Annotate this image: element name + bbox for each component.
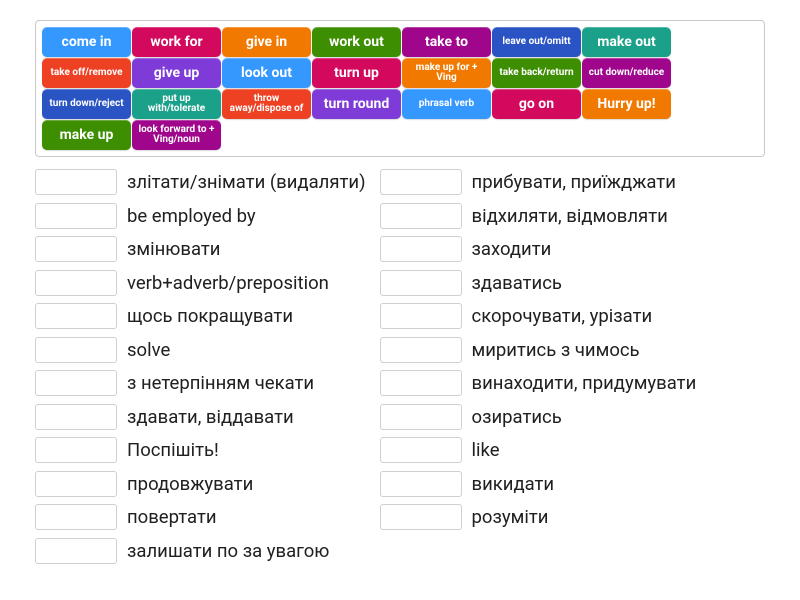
drop-target[interactable] xyxy=(380,471,462,497)
answer-row: solve xyxy=(35,337,366,363)
answer-label: змінювати xyxy=(127,238,220,260)
answer-label: Поспішіть! xyxy=(127,439,219,461)
drop-target[interactable] xyxy=(380,504,462,530)
word-tile[interactable]: go on xyxy=(492,89,581,119)
answer-label: розуміти xyxy=(472,506,549,528)
answer-row: винаходити, придумувати xyxy=(380,370,697,396)
answer-row: заходити xyxy=(380,236,697,262)
answer-label: щось покращувати xyxy=(127,305,293,327)
drop-target[interactable] xyxy=(380,169,462,195)
drop-target[interactable] xyxy=(35,370,117,396)
word-tile[interactable]: come in xyxy=(42,27,131,57)
drop-target[interactable] xyxy=(35,169,117,195)
drop-target[interactable] xyxy=(380,303,462,329)
word-tile[interactable]: look forward to + Ving/noun xyxy=(132,120,221,150)
answer-label: викидати xyxy=(472,473,555,495)
word-tile[interactable]: turn up xyxy=(312,58,401,88)
drop-target[interactable] xyxy=(35,270,117,296)
answer-label: миритись з чимось xyxy=(472,339,640,361)
answer-label: винаходити, придумувати xyxy=(472,372,697,394)
answer-label: озиратись xyxy=(472,406,562,428)
drop-target[interactable] xyxy=(380,236,462,262)
answer-row: скорочувати, урізати xyxy=(380,303,697,329)
word-tile[interactable]: work out xyxy=(312,27,401,57)
drop-target[interactable] xyxy=(380,404,462,430)
answer-row: щось покращувати xyxy=(35,303,366,329)
word-tile[interactable]: leave out/omitt xyxy=(492,27,581,57)
word-tile[interactable]: phrasal verb xyxy=(402,89,491,119)
word-tile[interactable]: make out xyxy=(582,27,671,57)
answer-label: здавати, віддавати xyxy=(127,406,294,428)
drop-target[interactable] xyxy=(35,236,117,262)
drop-target[interactable] xyxy=(380,370,462,396)
answer-row: like xyxy=(380,437,697,463)
word-tile[interactable]: work for xyxy=(132,27,221,57)
answers-area: злітати/знімати (видаляти) be employed by… xyxy=(35,169,765,564)
drop-target[interactable] xyxy=(35,471,117,497)
answer-label: solve xyxy=(127,339,170,361)
answer-row: verb+adverb/preposition xyxy=(35,270,366,296)
answer-row: здаватись xyxy=(380,270,697,296)
tile-tray: come inwork forgive inwork outtake tolea… xyxy=(35,20,765,157)
answer-row: змінювати xyxy=(35,236,366,262)
word-tile[interactable]: take to xyxy=(402,27,491,57)
word-tile[interactable]: Hurry up! xyxy=(582,89,671,119)
word-tile[interactable]: make up xyxy=(42,120,131,150)
drop-target[interactable] xyxy=(380,437,462,463)
answer-row: викидати xyxy=(380,471,697,497)
drop-target[interactable] xyxy=(35,404,117,430)
answer-label: прибувати, приїжджати xyxy=(472,171,676,193)
answer-row: відхиляти, відмовляти xyxy=(380,203,697,229)
word-tile[interactable]: throw away/dispose of xyxy=(222,89,311,119)
word-tile[interactable]: cut down/reduce xyxy=(582,58,671,88)
answer-label: продовжувати xyxy=(127,473,253,495)
drop-target[interactable] xyxy=(380,337,462,363)
answer-label: verb+adverb/preposition xyxy=(127,272,329,294)
answer-row: озиратись xyxy=(380,404,697,430)
drop-target[interactable] xyxy=(380,270,462,296)
answer-label: здаватись xyxy=(472,272,562,294)
answer-label: повертати xyxy=(127,506,217,528)
answer-row: прибувати, приїжджати xyxy=(380,169,697,195)
word-tile[interactable]: make up for + Ving xyxy=(402,58,491,88)
answer-row: злітати/знімати (видаляти) xyxy=(35,169,366,195)
drop-target[interactable] xyxy=(35,437,117,463)
answer-row: здавати, віддавати xyxy=(35,404,366,430)
drop-target[interactable] xyxy=(35,504,117,530)
answer-row: розуміти xyxy=(380,504,697,530)
answer-row: повертати xyxy=(35,504,366,530)
answer-label: залишати по за увагою xyxy=(127,540,329,562)
answer-label: скорочувати, урізати xyxy=(472,305,653,327)
drop-target[interactable] xyxy=(35,538,117,564)
answer-row: залишати по за увагою xyxy=(35,538,366,564)
answer-label: заходити xyxy=(472,238,552,260)
answer-row: be employed by xyxy=(35,203,366,229)
left-column: злітати/знімати (видаляти) be employed by… xyxy=(35,169,366,564)
answer-label: з нетерпінням чекати xyxy=(127,372,314,394)
word-tile[interactable]: look out xyxy=(222,58,311,88)
answer-row: продовжувати xyxy=(35,471,366,497)
drop-target[interactable] xyxy=(380,203,462,229)
answer-row: миритись з чимось xyxy=(380,337,697,363)
word-tile[interactable]: give up xyxy=(132,58,221,88)
drop-target[interactable] xyxy=(35,203,117,229)
word-tile[interactable]: take back/return xyxy=(492,58,581,88)
word-tile[interactable]: take off/remove xyxy=(42,58,131,88)
right-column: прибувати, приїжджати відхиляти, відмовля… xyxy=(380,169,697,564)
answer-row: з нетерпінням чекати xyxy=(35,370,366,396)
answer-label: відхиляти, відмовляти xyxy=(472,205,668,227)
answer-label: like xyxy=(472,439,500,461)
word-tile[interactable]: turn down/reject xyxy=(42,89,131,119)
word-tile[interactable]: turn round xyxy=(312,89,401,119)
word-tile[interactable]: give in xyxy=(222,27,311,57)
answer-label: злітати/знімати (видаляти) xyxy=(127,171,366,193)
word-tile[interactable]: put up with/tolerate xyxy=(132,89,221,119)
answer-row: Поспішіть! xyxy=(35,437,366,463)
drop-target[interactable] xyxy=(35,303,117,329)
drop-target[interactable] xyxy=(35,337,117,363)
answer-label: be employed by xyxy=(127,205,256,227)
